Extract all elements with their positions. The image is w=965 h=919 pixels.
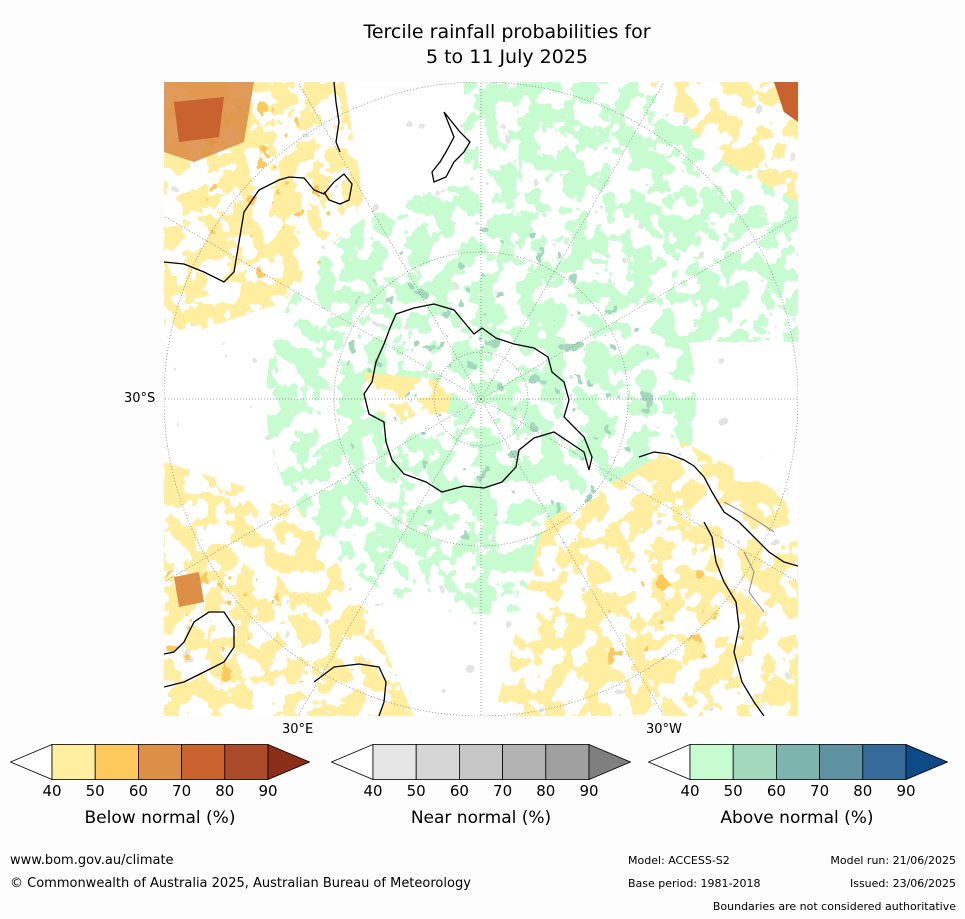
model-run: Model run: 21/06/2025	[830, 854, 956, 867]
title-line-1: Tercile rainfall probabilities for	[363, 21, 651, 43]
website-link[interactable]: www.bom.gov.au/climate	[10, 853, 174, 868]
colorbar-segment	[372, 744, 417, 780]
coastlines	[164, 82, 798, 716]
colorbar-max-arrow	[905, 743, 949, 781]
below-normal-strong	[164, 82, 798, 607]
colorbar-min-arrow	[647, 743, 691, 781]
lon-label-30w: 30°W	[646, 722, 682, 737]
colorbar-segment	[689, 744, 734, 780]
disclaimer: Boundaries are not considered authoritat…	[712, 900, 956, 913]
colorbar-tick-label: 80	[215, 782, 235, 800]
borders	[723, 501, 775, 613]
africa-coast	[164, 611, 235, 688]
colorbar-tick-label: 90	[258, 782, 278, 800]
colorbar-segment	[862, 744, 907, 780]
colorbar-segment	[94, 744, 139, 780]
colorbar-min-arrow	[9, 743, 53, 781]
colorbar-segment	[775, 744, 820, 780]
colorbar-tick-label: 60	[449, 782, 469, 800]
colorbar-tick-label: 40	[680, 782, 700, 800]
colorbar-tick-label: 50	[723, 782, 743, 800]
legend-title-near: Near normal (%)	[410, 808, 552, 828]
australia-coast	[164, 173, 353, 283]
colorbar-segment	[51, 744, 96, 780]
colorbar-segment	[502, 744, 547, 780]
copyright-text: © Commonwealth of Australia 2025, Austra…	[10, 876, 471, 891]
colorbar-tick-label: 70	[810, 782, 830, 800]
antarctica-coast	[363, 303, 593, 493]
colorbar-tick-label: 40	[42, 782, 62, 800]
colorbar-segment	[458, 744, 503, 780]
colorbar-tick-label: 60	[128, 782, 148, 800]
colorbar-segment	[732, 744, 777, 780]
colorbar-tick-label: 80	[536, 782, 556, 800]
colorbar-svg	[647, 743, 949, 781]
colorbar-segment	[181, 744, 226, 780]
colorbar-segment	[415, 744, 460, 780]
colorbar-svg	[9, 743, 311, 781]
legend-above-normal: 40 50 60 70 80 90	[647, 743, 949, 800]
legend-below-normal: 40 50 60 70 80 90	[9, 743, 311, 800]
colorbar-max-arrow	[267, 743, 311, 781]
colorbar-tick-label: 90	[579, 782, 599, 800]
title-line-2: 5 to 11 July 2025	[425, 46, 589, 68]
polar-map	[164, 82, 798, 716]
map-canvas	[164, 82, 798, 716]
colorbar-tick-label: 70	[493, 782, 513, 800]
colorbar-tick-label: 40	[363, 782, 383, 800]
colorbar-segment	[545, 744, 590, 780]
issued-date: Issued: 23/06/2025	[849, 877, 956, 890]
colorbar-tick-label: 70	[172, 782, 192, 800]
colorbar-segment	[137, 744, 182, 780]
colorbar-tick-label: 80	[853, 782, 873, 800]
colorbar-tick-label: 90	[896, 782, 916, 800]
colorbar-segment	[819, 744, 864, 780]
colorbar-svg	[330, 743, 632, 781]
south-america-coast	[638, 451, 798, 567]
colorbar-tick-label: 50	[85, 782, 105, 800]
colorbar-segment	[224, 744, 269, 780]
chart-title: Tercile rainfall probabilities for 5 to …	[0, 20, 965, 70]
legend-near-normal: 40 50 60 70 80 90	[330, 743, 632, 800]
colorbar-max-arrow	[588, 743, 632, 781]
legend-title-below: Below normal (%)	[84, 808, 236, 828]
legend-title-above: Above normal (%)	[720, 808, 874, 828]
above-normal-high	[334, 222, 654, 542]
graticule	[164, 82, 798, 716]
colorbar-tick-label: 50	[406, 782, 426, 800]
model-name: Model: ACCESS-S2	[628, 854, 730, 867]
colorbar-tick-label: 60	[766, 782, 786, 800]
new-zealand-coast	[431, 111, 471, 183]
lon-label-30e: 30°E	[282, 722, 314, 737]
lat-label-30s: 30°S	[124, 391, 156, 406]
colorbar-min-arrow	[330, 743, 374, 781]
base-period: Base period: 1981-2018	[628, 877, 761, 890]
